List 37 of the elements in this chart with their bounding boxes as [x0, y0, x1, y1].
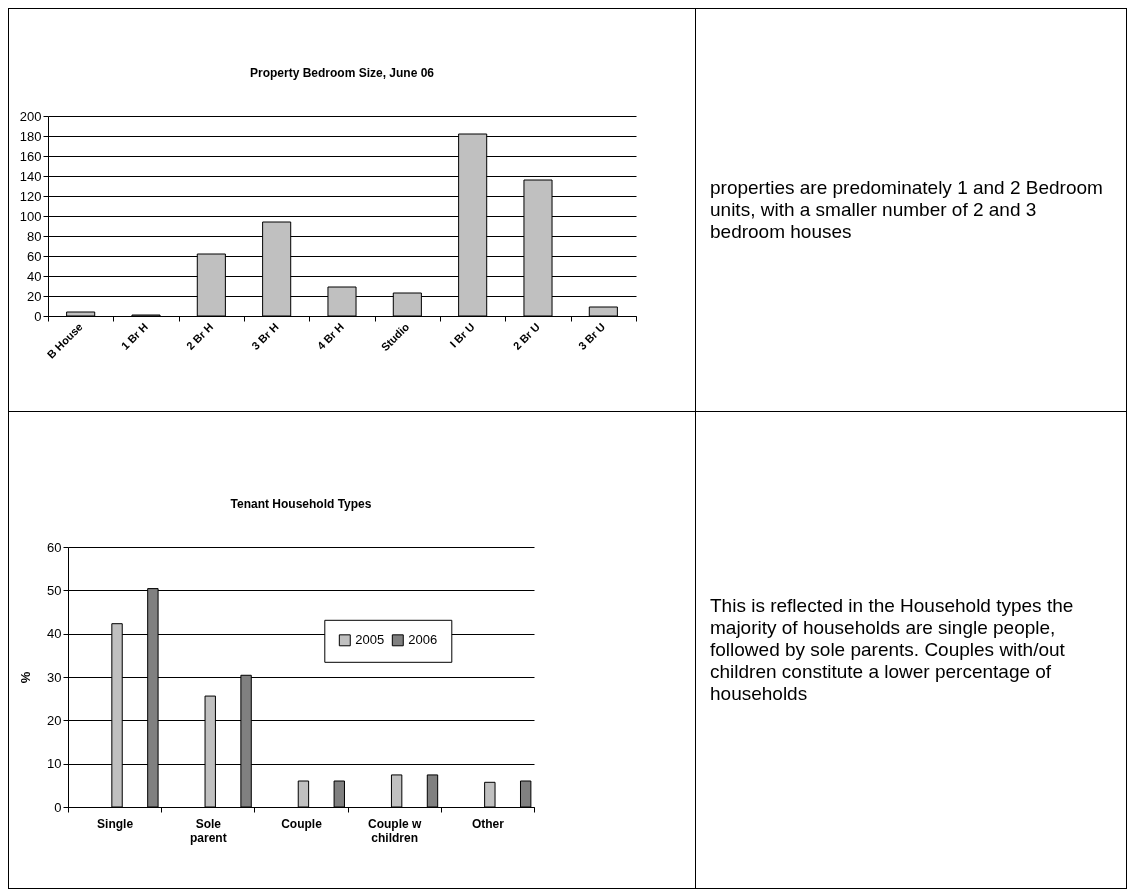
y-tick-label: 50 [47, 582, 62, 598]
y-tick-label: 30 [47, 669, 62, 684]
y-tick-label: 10 [47, 755, 62, 771]
text: properties are predominately 1 and 2 Bedroom units, with a smaller number of 2 and 3 bedroom houses [710, 177, 1104, 243]
y-tick-label: 120 [19, 188, 42, 204]
x-tick-label: 3 Br U [575, 320, 608, 352]
x-tick-label: 2 Br H [183, 320, 216, 352]
text: This is reflected in the Household types the majority of households are single people, followed by sole parents. Couples with/out children constitute a lower percentage of households [710, 595, 1075, 705]
x-tick-label: Couple w children [368, 816, 423, 844]
x-tick-label: Sole parent [189, 816, 227, 844]
y-tick-label: 140 [19, 168, 42, 184]
y-tick-label: 100 [19, 208, 42, 224]
legend-label: 2005 [355, 631, 385, 647]
y-tick-label: 80 [27, 228, 42, 244]
x-tick-label: 3 Br H [249, 320, 281, 352]
y-tick-label: 200 [19, 108, 42, 124]
x-tick-label: Single [97, 816, 134, 830]
y-tick-label: 180 [19, 128, 42, 144]
y-tick-label: 20 [47, 712, 62, 728]
x-tick-label: Couple [281, 816, 323, 830]
x-tick-label: Other [471, 816, 505, 830]
y-tick-label: 40 [47, 625, 62, 641]
y-tick-label: 40 [27, 268, 42, 284]
chart-title: Tenant Household Types [230, 496, 372, 511]
legend-label: 2006 [408, 631, 438, 647]
y-tick-label: 0 [54, 799, 62, 814]
x-tick-label: 4 Br H [314, 320, 347, 352]
y-axis-title: % [18, 670, 34, 683]
y-tick-label: 0 [34, 308, 42, 324]
y-tick-label: 20 [27, 288, 42, 304]
chart-title: Property Bedroom Size, June 06 [249, 66, 435, 80]
y-tick-label: 160 [19, 148, 42, 164]
y-tick-label: 60 [47, 539, 62, 554]
x-tick-label: 2 Br U [510, 320, 543, 352]
y-tick-label: 60 [27, 248, 42, 264]
x-tick-label: 1 Br H [118, 320, 151, 352]
x-tick-label: I Br U [447, 320, 477, 350]
